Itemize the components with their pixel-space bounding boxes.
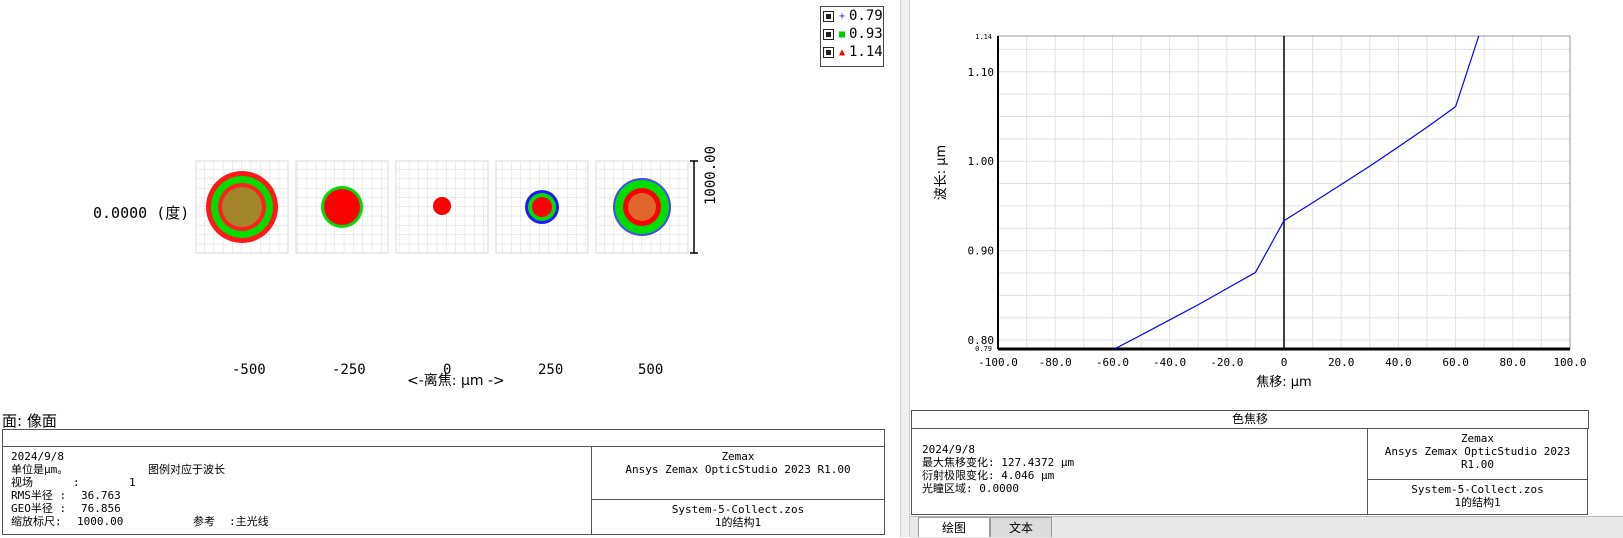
legend-label: 0.93 xyxy=(849,26,883,42)
info-box-file: System-5-Collect.zos 1的结构1 xyxy=(591,499,885,535)
focal-shift-chart: -100.0 -80.0 -60.0 -40.0 -20.0 0 20.0 40.0 60.0 8… xyxy=(934,33,1587,390)
info-title: 色焦移 xyxy=(911,410,1589,429)
info-legend-note: 图例对应于波长 xyxy=(148,463,225,476)
info-box-left: 2024/9/8 单位是μm。 图例对应于波长 视场 : 1 RMS半径 : 3… xyxy=(2,446,592,535)
x-tick-label: 40.0 xyxy=(1385,356,1412,369)
info-field-colon: : xyxy=(73,476,80,489)
x-tick-label: -60.0 xyxy=(1096,356,1129,369)
defocus-value: 250 xyxy=(538,362,564,378)
chromatic-focal-shift-pane: -100.0 -80.0 -60.0 -40.0 -20.0 0 20.0 40.0 60.0 8… xyxy=(910,0,1623,538)
info-rms-key: RMS半径 : xyxy=(11,489,67,502)
info-box-left: 2024/9/8 最大焦移变化: 127.4372 μm 衍射极限变化: 4.0… xyxy=(911,428,1368,515)
file-name: System-5-Collect.zos xyxy=(1411,483,1544,496)
tab-text[interactable]: 文本 xyxy=(990,517,1052,537)
spot-box-minus250 xyxy=(295,160,389,254)
legend-checkbox[interactable] xyxy=(823,46,834,58)
y-tick-label: 0.79 xyxy=(975,345,992,353)
spot-diagram-grid xyxy=(195,160,698,254)
spot-box-minus500 xyxy=(195,160,289,254)
info-date: 2024/9/8 xyxy=(922,443,975,456)
info-ref-key: 参考 xyxy=(193,515,215,528)
info-unit: 单位是μm。 xyxy=(11,463,69,476)
legend-checkbox[interactable] xyxy=(823,28,834,40)
triangle-icon: ▲ xyxy=(838,46,846,58)
legend-item-2[interactable]: ▲ 1.14 xyxy=(821,43,883,61)
info-box-brand: Zemax Ansys Zemax OpticStudio 2023 R1.00 xyxy=(591,446,885,500)
y-axis-label: 波长: μm xyxy=(934,145,949,200)
x-axis-label: 焦移: μm xyxy=(1256,375,1311,390)
info-geo-value: 76.856 xyxy=(81,502,121,515)
brand-label: Zemax xyxy=(1460,432,1495,445)
brand-label: Zemax xyxy=(721,450,755,463)
info-geo-key: GEO半径 : xyxy=(11,502,67,515)
product-label: Ansys Zemax OpticStudio 2023 R1.00 xyxy=(1384,445,1571,471)
spot-diagram-pane: + 0.79 ■ 0.93 ▲ 1.14 0.0000 (度) xyxy=(2,6,885,535)
y-tick-label: 1.00 xyxy=(968,155,995,168)
info-diff-limit: 衍射极限变化: 4.046 μm xyxy=(922,469,1055,482)
config-label: 1的结构1 xyxy=(714,516,762,529)
info-field-key: 视场 xyxy=(11,476,33,489)
x-tick-label: 60.0 xyxy=(1442,356,1469,369)
tab-plot[interactable]: 绘图 xyxy=(918,517,990,537)
defocus-value: -250 xyxy=(332,362,366,378)
y-tick-label: 0.90 xyxy=(968,245,995,258)
y-tick-label: 1.10 xyxy=(968,66,995,79)
defocus-value: 500 xyxy=(638,362,664,378)
legend-label: 1.14 xyxy=(849,44,883,60)
defocus-axis-label: <-离焦: μm -> xyxy=(407,373,505,389)
x-tick-label: -40.0 xyxy=(1153,356,1186,369)
plus-icon: + xyxy=(838,10,846,22)
info-max-shift: 最大焦移变化: 127.4372 μm xyxy=(922,456,1075,469)
square-icon: ■ xyxy=(838,28,846,40)
info-date: 2024/9/8 xyxy=(11,450,64,463)
y-tick-label: 0.80 xyxy=(968,334,995,347)
legend-item-0[interactable]: + 0.79 xyxy=(821,7,883,25)
info-box-brand: Zemax Ansys Zemax OpticStudio 2023 R1.00 xyxy=(1367,428,1588,480)
tab-bar xyxy=(910,516,1623,538)
info-ref-value: :主光线 xyxy=(229,515,269,528)
x-tick-label: 0 xyxy=(1281,356,1288,369)
legend-item-1[interactable]: ■ 0.93 xyxy=(821,25,883,43)
info-field-value: 1 xyxy=(129,476,136,489)
defocus-value: 0 xyxy=(443,362,452,378)
info-pupil: 光瞳区域: 0.0000 xyxy=(922,482,1019,495)
defocus-value: -500 xyxy=(232,362,266,378)
x-tick-label: -20.0 xyxy=(1210,356,1243,369)
surface-label: 面: 像面 xyxy=(2,412,57,430)
field-label: 0.0000 (度) xyxy=(93,204,190,222)
scale-label: 1000.00 xyxy=(703,145,719,205)
x-tick-label: 20.0 xyxy=(1328,356,1355,369)
y-tick-label: 1.14 xyxy=(975,33,992,41)
file-name: System-5-Collect.zos xyxy=(671,503,805,516)
legend-label: 0.79 xyxy=(849,8,883,24)
x-tick-label: 80.0 xyxy=(1500,356,1527,369)
product-label: Ansys Zemax OpticStudio 2023 R1.00 xyxy=(625,463,851,476)
spot-box-zero xyxy=(395,160,489,254)
x-tick-label: 100.0 xyxy=(1553,356,1586,369)
info-header-bar xyxy=(2,429,885,447)
x-tick-label: -80.0 xyxy=(1039,356,1072,369)
info-box-file: System-5-Collect.zos 1的结构1 xyxy=(1367,479,1588,515)
config-label: 1的结构1 xyxy=(1454,496,1501,509)
info-rms-value: 36.763 xyxy=(81,489,121,502)
legend-checkbox[interactable] xyxy=(823,10,834,22)
scale-bar xyxy=(690,160,698,254)
wavelength-legend: + 0.79 ■ 0.93 ▲ 1.14 xyxy=(820,6,884,67)
spot-box-500 xyxy=(595,160,689,254)
focal-shift-curve xyxy=(1114,35,1480,350)
info-scale-key: 缩放标尺: xyxy=(11,515,62,528)
spot-box-250 xyxy=(495,160,589,254)
info-scale-value: 1000.00 xyxy=(77,515,124,528)
x-tick-label: -100.0 xyxy=(978,356,1018,369)
pane-splitter[interactable] xyxy=(900,0,910,537)
